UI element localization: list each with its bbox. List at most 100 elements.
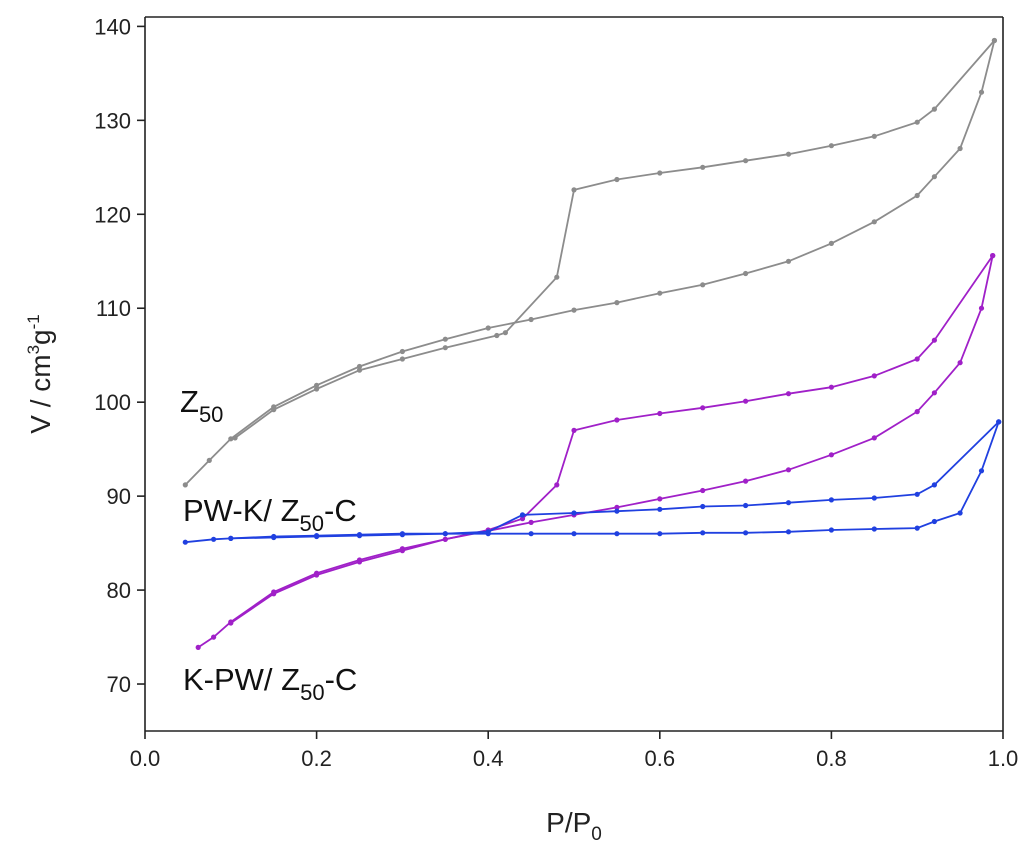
series-0-point — [232, 435, 238, 441]
series-0-adsorption-line — [184, 40, 996, 486]
series-label-pwk-z50-c: PW-K/ Z50-C — [183, 493, 357, 536]
series-1-point — [931, 390, 938, 396]
series-0-point — [502, 330, 508, 336]
series-0-point — [931, 106, 938, 112]
series-1-point — [657, 410, 663, 417]
series-1-point — [957, 360, 963, 366]
x-tick-label: 0.6 — [645, 746, 676, 771]
series-2-point — [700, 503, 706, 510]
series-1-point — [211, 634, 217, 640]
x-tick-label: 0.8 — [816, 746, 847, 771]
series-2-point — [519, 512, 526, 518]
y-tick-label: 80 — [107, 578, 131, 603]
series-1-adsorption-line — [197, 255, 994, 649]
series-0-point — [957, 145, 963, 152]
series-2-point — [657, 531, 663, 537]
series-0-point — [314, 382, 320, 388]
series-2-point — [743, 502, 749, 509]
series-2-point — [743, 530, 749, 536]
series-2-point — [614, 508, 620, 514]
series-1-point — [657, 496, 663, 502]
series-2-point — [399, 531, 405, 537]
x-axis-title: P/P0 — [546, 807, 602, 843]
x-tick-label: 0.4 — [473, 746, 504, 771]
series-1-point — [990, 253, 996, 259]
series-2-point — [957, 510, 963, 516]
series-0-point — [554, 274, 560, 280]
series-2-point — [700, 530, 706, 536]
series-2-point — [485, 529, 491, 535]
series-0-point — [700, 164, 706, 170]
series-0-point — [914, 192, 920, 199]
series-0-desorption-line — [234, 39, 996, 439]
series-0-point — [206, 457, 212, 463]
series-0-point — [828, 143, 835, 149]
series-0-point — [442, 336, 448, 342]
series-0-point — [571, 307, 577, 313]
series-2-point — [871, 495, 877, 501]
series-2-point — [271, 533, 277, 540]
series-2-point — [828, 497, 835, 503]
series-0-point — [614, 176, 620, 183]
series-0-point — [271, 407, 277, 413]
series-0-point — [657, 170, 663, 176]
series-2-point — [314, 533, 320, 539]
series-2-point — [914, 491, 920, 497]
series-2-point — [931, 518, 938, 525]
series-2-point — [828, 527, 835, 533]
series-2-point — [211, 536, 217, 542]
series-2-point — [978, 468, 985, 474]
y-tick-label: 70 — [107, 672, 131, 697]
series-0-point — [228, 436, 234, 442]
series-2-point — [614, 531, 620, 537]
series-0-point — [871, 133, 877, 139]
series-1-point — [356, 559, 363, 565]
series-1-point — [195, 644, 201, 651]
series-0-point — [356, 363, 363, 370]
series-0-point — [399, 348, 405, 355]
series-1-point — [399, 548, 405, 554]
series-1-point — [700, 405, 706, 411]
series-1-point — [978, 305, 985, 311]
series-1-point — [743, 398, 749, 404]
y-axis-title: V / cm3g-1 — [24, 314, 56, 434]
series-2-point — [931, 482, 938, 488]
series-1-point — [519, 516, 526, 522]
series-0-point — [399, 356, 405, 362]
series-1-point — [271, 591, 277, 597]
y-tick-label: 130 — [94, 108, 131, 133]
series-0-point — [356, 367, 363, 373]
series-0-point — [614, 300, 620, 306]
series-1-point — [828, 384, 835, 390]
series-0-point — [494, 332, 500, 339]
series-1-point — [785, 391, 792, 397]
series-0-point — [785, 258, 792, 264]
x-tick-label: 0.0 — [130, 746, 161, 771]
series-1-point — [228, 620, 234, 626]
y-tick-label: 120 — [94, 202, 131, 227]
series-0-point — [182, 482, 188, 488]
series-1-point — [785, 467, 792, 473]
series-2 — [182, 419, 1002, 545]
series-0-point — [785, 151, 792, 157]
series-1-point — [554, 482, 560, 488]
series-0-point — [528, 316, 534, 323]
series-0-point — [657, 290, 663, 296]
series-0-point — [978, 89, 985, 95]
series-1-point — [828, 452, 835, 458]
series-2-point — [182, 539, 188, 545]
y-tick-label: 110 — [96, 296, 131, 321]
series-0-point — [743, 158, 749, 164]
y-tick-label: 140 — [94, 14, 131, 39]
series-1-point — [871, 373, 877, 379]
series-1-point — [931, 337, 938, 343]
series-0-point — [485, 325, 491, 331]
series-1-point — [914, 409, 920, 415]
series-0-point — [700, 282, 706, 288]
series-label-z50: Z50 — [180, 384, 223, 427]
series-0-point — [743, 270, 749, 277]
series-2-point — [571, 510, 577, 516]
series-0-point — [991, 37, 998, 44]
series-1-point — [571, 427, 577, 433]
